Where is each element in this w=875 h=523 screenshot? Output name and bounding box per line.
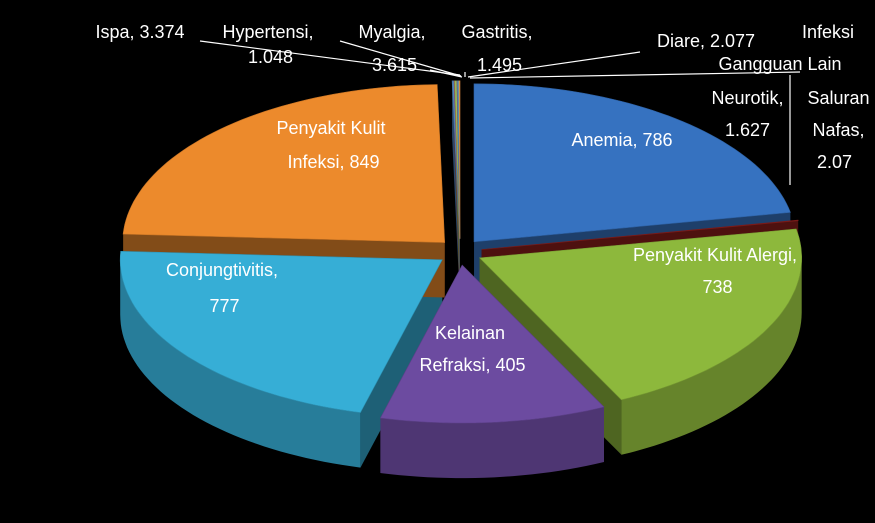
data-label: Penyakit Kulit Infeksi, 849 <box>276 118 385 172</box>
leader-line <box>199 40 461 76</box>
data-label: Infeksi Saluran Nafas, 2.07 <box>802 22 870 172</box>
data-label: Gastritis, 1.495 <box>461 22 532 75</box>
sides <box>120 257 802 479</box>
slice-side <box>120 259 361 468</box>
leader-line <box>469 71 801 79</box>
slice <box>119 250 443 413</box>
tops <box>119 80 803 424</box>
data-label: Diare, 2.077 <box>657 31 755 51</box>
slice <box>379 264 605 424</box>
data-label: Penyakit Kulit Alergi, 738 <box>633 245 797 297</box>
data-label: Kelainan Refraksi, 405 <box>414 323 525 375</box>
slice-side <box>380 407 604 479</box>
data-label: Conjungtivitis, 777 <box>166 260 278 316</box>
data-label: Myalgia, 3.615 <box>358 22 425 75</box>
slice <box>478 228 803 401</box>
slice <box>481 219 799 250</box>
leader-line <box>467 51 641 78</box>
slice <box>458 80 461 239</box>
data-label: Ispa, 3.374 <box>95 22 184 42</box>
slice-side <box>621 257 802 455</box>
leader-line <box>339 40 462 77</box>
leader-line <box>429 69 463 78</box>
data-label: Anemia, 786 <box>571 130 672 150</box>
slice <box>473 83 791 243</box>
data-label: Gangguan Lain Neurotik, 1.627 <box>706 54 841 140</box>
data-label: Hypertensi, 1.048 <box>222 22 313 67</box>
slice <box>122 84 445 243</box>
